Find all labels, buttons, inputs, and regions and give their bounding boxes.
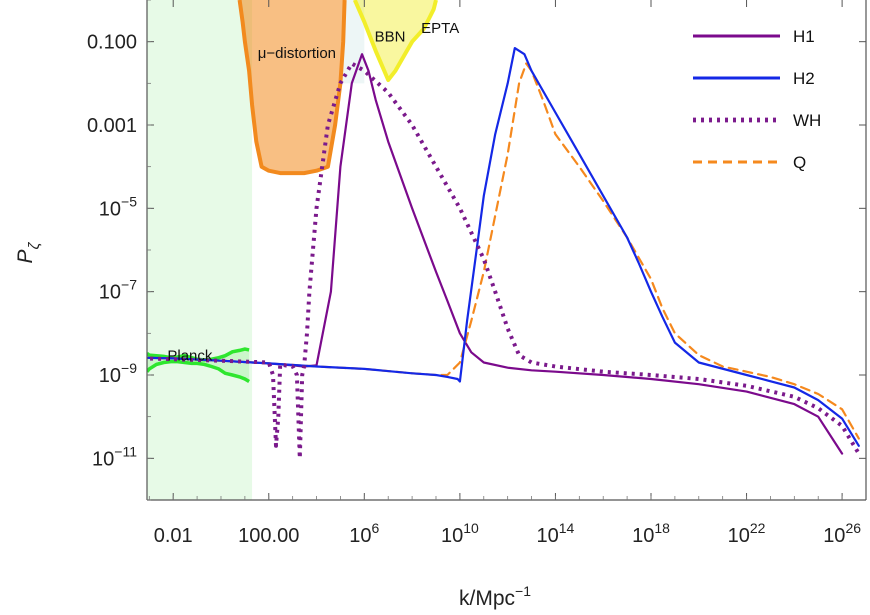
- region-annotations: Planck μ−distortion BBN EPTA: [167, 20, 459, 365]
- y-axis-title-sub: ζ: [26, 241, 43, 249]
- epta-region: [354, 0, 436, 80]
- legend: H1 H2 WH Q: [693, 27, 821, 172]
- x-tick-label: 1010: [441, 520, 479, 547]
- series-line-h2: [147, 46, 860, 447]
- y-tick-label: 0.001: [87, 115, 137, 137]
- legend-label-wh: WH: [793, 111, 821, 130]
- y-tick-label: 10−5: [99, 193, 137, 220]
- constraint-regions: [147, 0, 438, 500]
- x-tick-label: 1018: [632, 520, 670, 547]
- y-tick-label: 10−11: [92, 443, 137, 470]
- series-lines: [147, 46, 861, 461]
- annotation-bbn: BBN: [375, 29, 406, 46]
- legend-label-h2: H2: [793, 69, 815, 88]
- series-line-wh: [147, 61, 861, 461]
- legend-label-h1: H1: [793, 27, 815, 46]
- y-tick-label: 0.100: [87, 32, 137, 54]
- mu-distortion-outline: [237, 0, 347, 176]
- annotation-planck: Planck: [167, 348, 213, 365]
- x-tick-label: 106: [349, 520, 379, 547]
- legend-label-q: Q: [793, 153, 806, 172]
- epta-outline: [352, 0, 438, 82]
- mu-distortion-region: [239, 0, 345, 174]
- axis-ticks: 0.01 100.00 106 1010 1014 1018 1022 1026 0.100 0.…: [87, 0, 866, 547]
- x-axis-title-sup: −1: [515, 583, 531, 599]
- x-tick-label: 1014: [537, 520, 575, 547]
- x-tick-label: 1026: [823, 520, 861, 547]
- planck-data-lower: [147, 359, 250, 384]
- x-tick-label: 100.00: [238, 525, 299, 547]
- y-tick-label: 10−9: [99, 360, 137, 387]
- x-tick-label: 1022: [728, 520, 766, 547]
- annotation-distortion: μ−distortion: [258, 45, 336, 62]
- y-axis-title: Pζ: [14, 241, 43, 263]
- x-axis-title: k/Mpc−1: [459, 583, 531, 610]
- annotation-epta: EPTA: [421, 20, 459, 37]
- y-tick-label: 10−7: [99, 277, 137, 304]
- planck-band-region: [147, 0, 253, 500]
- x-tick-label: 0.01: [154, 525, 193, 547]
